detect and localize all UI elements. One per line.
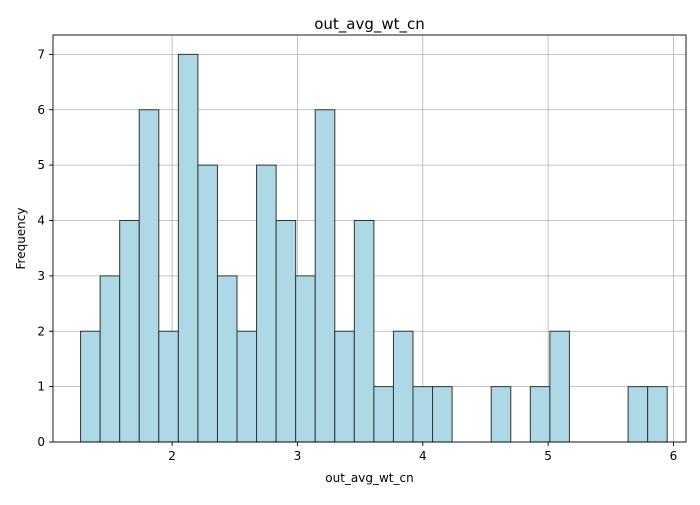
histogram-bar xyxy=(549,330,570,443)
y-tick-label: 2 xyxy=(37,324,45,338)
y-tick-label: 7 xyxy=(37,47,45,61)
bars-layer xyxy=(80,53,668,443)
histogram-bar xyxy=(627,386,649,443)
histogram-bar xyxy=(392,330,414,443)
x-axis-label: out_avg_wt_cn xyxy=(325,471,413,485)
histogram-bar xyxy=(647,386,668,443)
histogram-bar xyxy=(216,275,238,443)
histogram-bar xyxy=(490,386,512,443)
histogram-bar xyxy=(119,220,140,443)
histogram-bar xyxy=(99,275,121,443)
histogram-bar xyxy=(412,386,434,443)
x-tick-label: 5 xyxy=(544,449,552,463)
x-tick-label: 2 xyxy=(168,449,176,463)
ticks-layer: 2 3 4 5 6 0 1 2 3 4 5 6 7 xyxy=(37,47,677,463)
histogram-bar xyxy=(80,330,101,443)
histogram-bar xyxy=(275,220,297,443)
histogram-bar xyxy=(138,109,160,443)
x-tick-label: 3 xyxy=(294,449,302,463)
y-axis-label: Frequency xyxy=(14,208,28,270)
histogram-bar xyxy=(334,330,355,443)
plot-frame xyxy=(52,34,687,443)
y-tick-label: 0 xyxy=(37,435,45,449)
chart-title: out_avg_wt_cn xyxy=(314,15,425,34)
x-tick-label: 4 xyxy=(419,449,427,463)
histogram-bar xyxy=(432,386,453,443)
histogram-bar xyxy=(353,220,375,443)
x-tick-label: 6 xyxy=(670,449,678,463)
histogram-bar xyxy=(177,53,199,443)
y-tick-label: 6 xyxy=(37,103,45,117)
histogram-bar xyxy=(314,109,336,443)
histogram-bar xyxy=(158,330,179,443)
histogram-bar xyxy=(529,386,551,443)
histogram-bar xyxy=(373,386,394,443)
histogram-bar xyxy=(197,164,218,443)
y-tick-label: 5 xyxy=(37,158,45,172)
y-tick-label: 1 xyxy=(37,380,45,394)
y-tick-label: 4 xyxy=(37,214,45,228)
histogram-bar xyxy=(236,330,258,443)
histogram-bar xyxy=(295,275,316,443)
histogram-bar xyxy=(256,164,277,443)
y-tick-label: 3 xyxy=(37,269,45,283)
